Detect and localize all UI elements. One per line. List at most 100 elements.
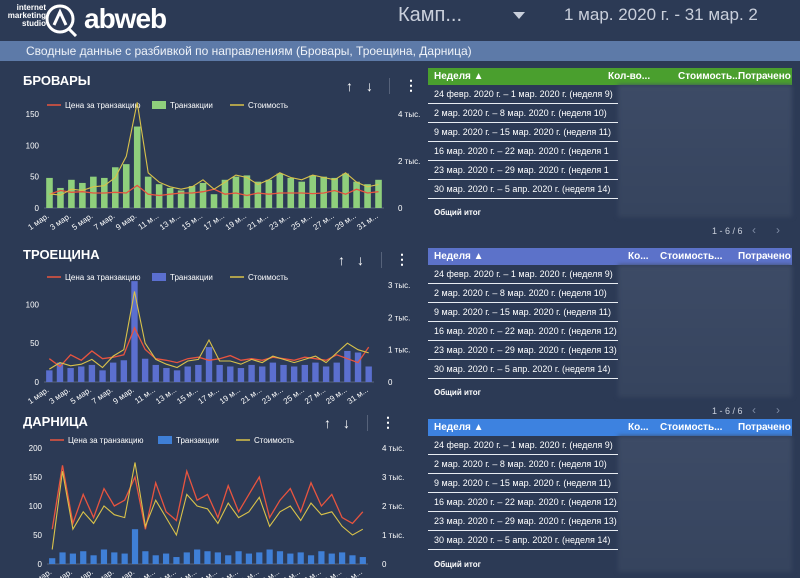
x-tick-label: 31 м... [340,567,364,578]
bar [344,350,351,382]
next-page-icon[interactable]: › [776,403,780,417]
table-row[interactable]: 16 мар. 2020 г. – 22 мар. 2020 г. (недел… [428,493,792,512]
logo-line: internet [16,3,46,12]
table-row[interactable]: 23 мар. 2020 г. – 29 мар. 2020 г. (недел… [428,341,792,360]
legend-swatch [158,436,172,444]
table-row[interactable]: 24 февр. 2020 г. – 1 мар. 2020 г. (недел… [428,85,792,104]
bar [269,362,277,382]
next-page-icon[interactable]: › [776,223,780,237]
arrow-up-icon[interactable]: ↑ [324,415,331,431]
legend-label: Стоимость [248,273,288,282]
series-line-price [49,184,379,197]
bar [122,164,130,208]
kebab-menu-icon[interactable]: ⋮ [395,251,409,267]
x-tick-label: 25 м... [278,567,302,578]
table-row[interactable]: 23 мар. 2020 г. – 29 мар. 2020 г. (недел… [428,161,792,180]
table-row[interactable]: 24 февр. 2020 г. – 1 мар. 2020 г. (недел… [428,265,792,284]
column-header-count[interactable]: Ко... [628,422,649,433]
kebab-menu-icon[interactable]: ⋮ [381,414,395,430]
bar [342,173,349,208]
table-row[interactable]: 2 мар. 2020 г. – 8 мар. 2020 г. (неделя … [428,104,792,123]
week-cell: 23 мар. 2020 г. – 29 мар. 2020 г. (недел… [434,516,617,526]
prev-page-icon[interactable]: ‹ [752,403,756,417]
chart-darnitsa: Цена за транзакцию Транзакции Стоимость 0 50… [29,436,404,578]
chart-brovary: Цена за транзакцию Транзакции Стоимость 0 50… [26,101,420,232]
arrow-down-icon[interactable]: ↓ [343,415,350,431]
x-tick-label: 25 м... [282,385,306,406]
table-row[interactable]: 30 мар. 2020 г. – 5 апр. 2020 г. (неделя… [428,360,792,379]
arrow-down-icon[interactable]: ↓ [357,252,364,268]
bar [46,177,53,208]
table-brovary: Неделя ▲ Кол-во... Стоимость... Потрачен… [428,68,792,238]
bar [133,126,141,208]
table-row[interactable]: 9 мар. 2020 г. – 15 мар. 2020 г. (неделя… [428,474,792,493]
table-row[interactable]: 9 мар. 2020 г. – 15 мар. 2020 г. (неделя… [428,123,792,142]
table-row[interactable]: 30 мар. 2020 г. – 5 апр. 2020 г. (неделя… [428,531,792,550]
arrow-up-icon[interactable]: ↑ [338,252,345,268]
total-label: Общий итог [434,560,481,569]
section-title: БРОВАРЫ [23,73,91,88]
bar [142,551,149,564]
bar [320,176,327,208]
column-header-cost[interactable]: Стоимость... [660,251,723,262]
bar [359,557,366,564]
row-divider [428,378,618,379]
bar [195,364,202,382]
campaign-dropdown[interactable]: Камп... [398,4,463,26]
bar [120,360,128,382]
legend-label: Цена за транзакцию [65,101,140,110]
table-row[interactable]: 16 мар. 2020 г. – 22 мар. 2020 г. (недел… [428,142,792,161]
table-row[interactable]: 2 мар. 2020 г. – 8 мар. 2020 г. (неделя … [428,284,792,303]
column-header-spent[interactable]: Потрачено [738,422,791,433]
column-header-spent[interactable]: Потрачено [738,71,791,82]
section-troeshchina: ТРОЕЩИНА ↑ ↓ ⋮ Цена за транзакцию Транзак… [0,243,420,408]
legend-label: Стоимость [254,436,294,445]
column-header-week[interactable]: Неделя ▲ [434,422,484,433]
bar [339,552,346,564]
bar [59,552,66,564]
series-line-cost [49,291,369,370]
date-range-picker[interactable]: 1 мар. 2020 г. - 31 мар. 2 [564,5,758,24]
arrow-up-icon[interactable]: ↑ [346,78,353,94]
table-header: Неделя ▲ Ко... Стоимость... Потрачено [428,248,792,265]
section-title: ДАРНИЦА [23,414,88,429]
table-row[interactable]: 16 мар. 2020 г. – 22 мар. 2020 г. (недел… [428,322,792,341]
x-tick-label: 5 мар. [70,567,94,578]
column-header-week[interactable]: Неделя ▲ [434,71,484,82]
y-tick-label: 50 [30,339,39,348]
column-header-week[interactable]: Неделя ▲ [434,251,484,262]
y-tick-label: 150 [26,110,40,119]
prev-page-icon[interactable]: ‹ [752,223,756,237]
x-tick-label: 27 м... [303,385,327,406]
table-row[interactable]: 24 февр. 2020 г. – 1 мар. 2020 г. (недел… [428,436,792,455]
table-row[interactable]: 2 мар. 2020 г. – 8 мар. 2020 г. (неделя … [428,455,792,474]
bar [298,181,306,208]
chevron-down-icon[interactable] [513,12,525,19]
table-row[interactable]: 30 мар. 2020 г. – 5 апр. 2020 г. (неделя… [428,180,792,199]
bar [131,281,138,382]
bar [205,347,213,382]
column-header-cost[interactable]: Стоимость... [678,71,741,82]
column-header-count[interactable]: Ко... [628,251,649,262]
bar [111,552,118,564]
column-header-spent[interactable]: Потрачено [738,251,791,262]
bar [152,364,159,382]
bar [78,366,85,382]
x-tick-label: 3 мар. [48,385,72,406]
bar [57,187,64,208]
x-tick-label: 31 м... [346,385,370,406]
bar [183,552,190,564]
arrow-down-icon[interactable]: ↓ [366,78,373,94]
column-header-cost[interactable]: Стоимость... [660,422,723,433]
table-row[interactable]: 9 мар. 2020 г. – 15 мар. 2020 г. (неделя… [428,303,792,322]
series-line-price [51,465,364,530]
week-cell: 16 мар. 2020 г. – 22 мар. 2020 г. (недел… [434,146,609,156]
column-header-count[interactable]: Кол-во... [608,71,651,82]
y-tick-label: 100 [26,300,40,309]
table-row[interactable]: 23 мар. 2020 г. – 29 мар. 2020 г. (недел… [428,512,792,531]
section-title: ТРОЕЩИНА [23,247,100,262]
kebab-menu-icon[interactable]: ⋮ [404,77,418,93]
legend-label: Цена за транзакцию [65,273,140,282]
row-divider [428,179,618,180]
bar [290,366,298,382]
